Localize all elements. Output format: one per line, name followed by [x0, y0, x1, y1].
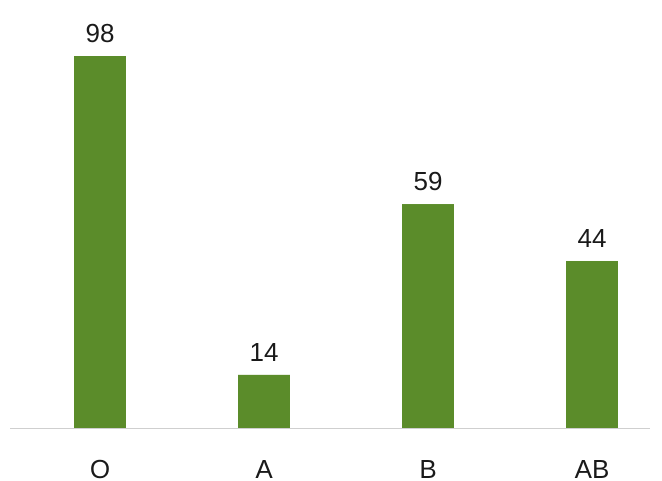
- category-label-o: O: [90, 454, 110, 481]
- data-label-o: 98: [86, 18, 115, 48]
- value-labels-group: 98 14 59 44: [86, 18, 607, 367]
- category-label-ab: AB: [575, 454, 610, 481]
- bar-a: [238, 374, 290, 428]
- category-label-a: A: [255, 454, 273, 481]
- data-label-b: 59: [414, 166, 443, 196]
- bar-b: [402, 204, 454, 428]
- category-labels-group: O A B AB: [90, 454, 609, 481]
- data-label-ab: 44: [578, 223, 607, 253]
- bar-ab: [566, 260, 618, 428]
- bar-o: [74, 56, 126, 428]
- bars-group: [74, 56, 618, 428]
- data-label-a: 14: [250, 337, 279, 367]
- category-label-b: B: [419, 454, 436, 481]
